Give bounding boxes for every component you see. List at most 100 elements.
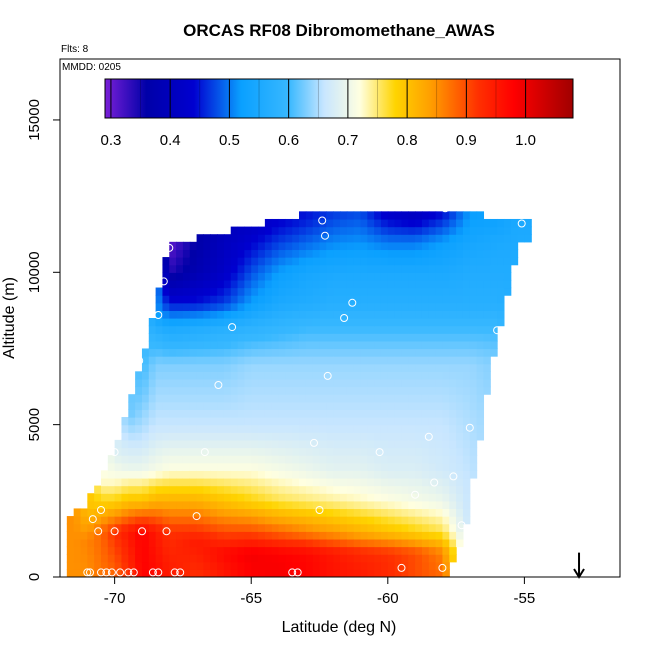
heatmap-cell — [271, 439, 280, 449]
heatmap-cell — [326, 394, 334, 403]
heatmap-cell — [258, 531, 266, 540]
heatmap-cell — [305, 516, 314, 525]
heatmap-cell — [230, 257, 239, 266]
heatmap-cell — [490, 287, 498, 296]
heatmap-cell — [319, 508, 327, 517]
heatmap-cell — [380, 211, 389, 220]
heatmap-cell — [380, 554, 389, 563]
heatmap-cell — [367, 485, 375, 494]
heatmap-cell — [107, 485, 116, 494]
heatmap-cell — [230, 531, 239, 540]
heatmap-cell — [176, 371, 184, 380]
heatmap-cell — [367, 295, 375, 304]
heatmap-cell — [292, 477, 300, 487]
heatmap-cell — [435, 462, 444, 471]
heatmap-cell — [483, 226, 491, 235]
sample-point — [97, 448, 105, 457]
heatmap-cell — [292, 386, 300, 395]
heatmap-cell — [333, 257, 341, 266]
heatmap-cell — [449, 401, 457, 411]
heatmap-cell — [394, 257, 403, 266]
heatmap-cell — [114, 538, 123, 548]
heatmap-cell — [264, 302, 273, 311]
heatmap-cell — [387, 386, 396, 395]
heatmap-cell — [340, 279, 348, 289]
heatmap-cell — [394, 302, 403, 311]
heatmap-cell — [182, 409, 191, 418]
heatmap-cell — [476, 226, 485, 235]
heatmap-cell — [244, 447, 252, 456]
heatmap-cell — [217, 264, 225, 273]
heatmap-cell — [94, 561, 102, 570]
heatmap-cell — [162, 531, 170, 540]
heatmap-cell — [490, 264, 498, 273]
heatmap-cell — [141, 561, 150, 570]
heatmap-cell — [380, 500, 389, 510]
heatmap-cell — [169, 561, 177, 570]
heatmap-cell — [292, 401, 300, 411]
heatmap-cell — [401, 302, 409, 311]
heatmap-cell — [476, 279, 485, 289]
heatmap-cell — [462, 439, 471, 449]
heatmap-cell — [408, 264, 416, 273]
heatmap-cell — [244, 234, 252, 243]
heatmap-cell — [360, 257, 368, 266]
heatmap-cell — [319, 310, 327, 319]
heatmap-cell — [401, 218, 409, 228]
heatmap-cell — [360, 516, 368, 525]
heatmap-cell — [244, 424, 252, 433]
heatmap-cell — [176, 477, 184, 487]
heatmap-cell — [258, 462, 266, 471]
heatmap-cell — [80, 523, 88, 532]
heatmap-cell — [374, 318, 382, 327]
sample-point — [154, 311, 163, 319]
heatmap-cell — [367, 432, 375, 441]
heatmap-cell — [408, 477, 416, 487]
heatmap-cell — [244, 417, 252, 426]
heatmap-cell — [100, 508, 109, 517]
heatmap-cell — [374, 439, 382, 449]
heatmap-cell — [271, 401, 280, 411]
heatmap-cell — [169, 287, 177, 296]
heatmap-cell — [169, 508, 177, 517]
heatmap-cell — [285, 287, 293, 296]
heatmap-cell — [401, 264, 409, 273]
heatmap-cell — [264, 538, 273, 548]
heatmap-cell — [162, 295, 170, 304]
heatmap-cell — [387, 424, 396, 433]
heatmap-cell — [408, 272, 416, 281]
heatmap-cell — [346, 325, 355, 334]
heatmap-cell — [319, 241, 327, 251]
heatmap-cell — [333, 523, 341, 532]
heatmap-cell — [415, 538, 423, 548]
heatmap-cell — [340, 348, 348, 357]
heatmap-cell — [435, 439, 444, 449]
heatmap-cell — [230, 470, 239, 479]
heatmap-cell — [469, 241, 478, 251]
heatmap-cell — [73, 546, 82, 555]
heatmap-cell — [141, 516, 150, 525]
heatmap-cell — [333, 538, 341, 548]
heatmap-cell — [421, 318, 430, 327]
heatmap-cell — [428, 234, 437, 243]
heatmap-cell — [182, 561, 191, 570]
heatmap-cell — [155, 409, 164, 418]
heatmap-cell — [210, 241, 218, 251]
heatmap-cell — [162, 363, 170, 372]
heatmap-cell — [271, 417, 280, 426]
heatmap-cell — [490, 295, 498, 304]
heatmap-cell — [237, 279, 245, 289]
heatmap-cell — [435, 554, 444, 563]
heatmap-cell — [449, 455, 457, 464]
heatmap-cell — [360, 302, 368, 311]
heatmap-cell — [189, 318, 198, 327]
sample-point — [411, 490, 420, 499]
heatmap-cell — [285, 318, 293, 327]
heatmap-cell — [326, 462, 334, 471]
heatmap-cell — [353, 417, 362, 426]
heatmap-cell — [353, 485, 362, 494]
heatmap-cell — [176, 363, 184, 372]
heatmap-cell — [360, 432, 368, 441]
heatmap-cell — [387, 363, 396, 372]
heatmap-cell — [333, 386, 341, 395]
